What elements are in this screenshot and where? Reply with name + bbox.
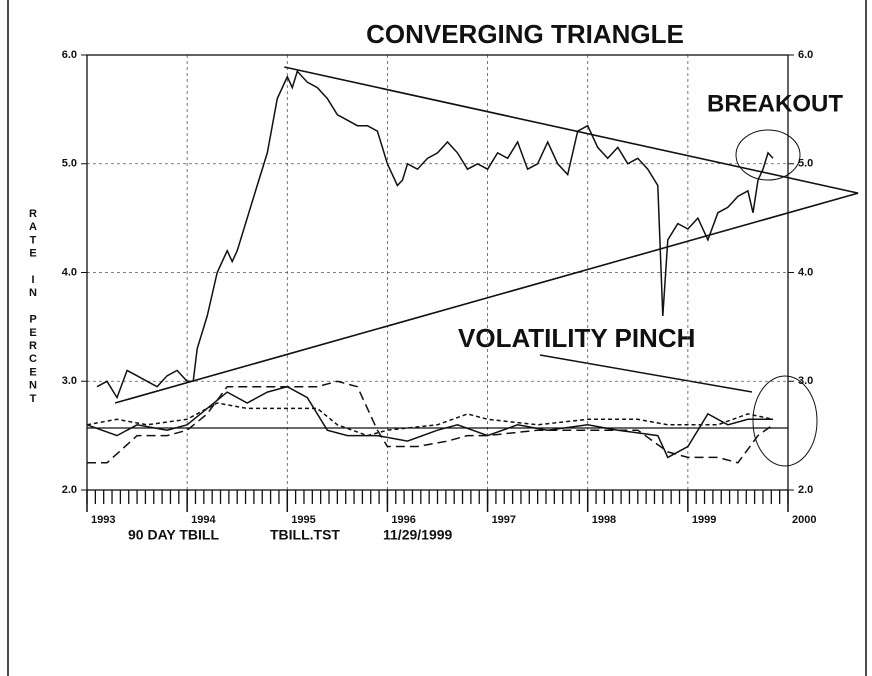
y-tick-label: 3.0 [798,375,813,387]
y-tick-label: 5.0 [62,158,77,170]
pinch-circle [752,375,818,467]
line [86,385,773,459]
y-tick-label: 5.0 [798,158,813,170]
y-tick-label: 2.0 [798,484,813,496]
y-tick-label: 4.0 [62,266,77,278]
pointer-line [539,354,753,393]
x-tick-label: 1998 [592,514,616,526]
x-tick-label: 1996 [391,514,415,526]
breakout-circle [735,129,801,181]
footer-text: 11/29/1999 [383,527,453,543]
line [87,380,774,464]
footer-text: TBILL.TST [270,527,340,543]
y-tick-label: 2.0 [62,484,77,496]
y-tick-label: 3.0 [62,375,77,387]
x-tick-label: 1999 [692,514,716,526]
y-tick-label: 4.0 [798,266,813,278]
chart-title: CONVERGING TRIANGLE [366,19,684,49]
annotation: BREAKOUT [707,90,843,117]
line [96,69,774,400]
y-axis-label: RATE IN PERCENT [27,208,39,406]
footer-text: 90 DAY TBILL [128,527,219,543]
x-tick-label: 1994 [191,514,216,526]
x-tick-label: 1993 [91,514,115,526]
x-tick-label: 2000 [792,514,816,526]
line [86,402,774,437]
x-tick-label: 1997 [492,514,516,526]
x-tick-label: 1995 [291,514,315,526]
annotation: VOLATILITY PINCH [458,323,695,353]
trend-line [114,192,859,404]
y-tick-label: 6.0 [62,49,77,61]
plot-frame [86,54,789,491]
y-tick-label: 6.0 [798,49,813,61]
